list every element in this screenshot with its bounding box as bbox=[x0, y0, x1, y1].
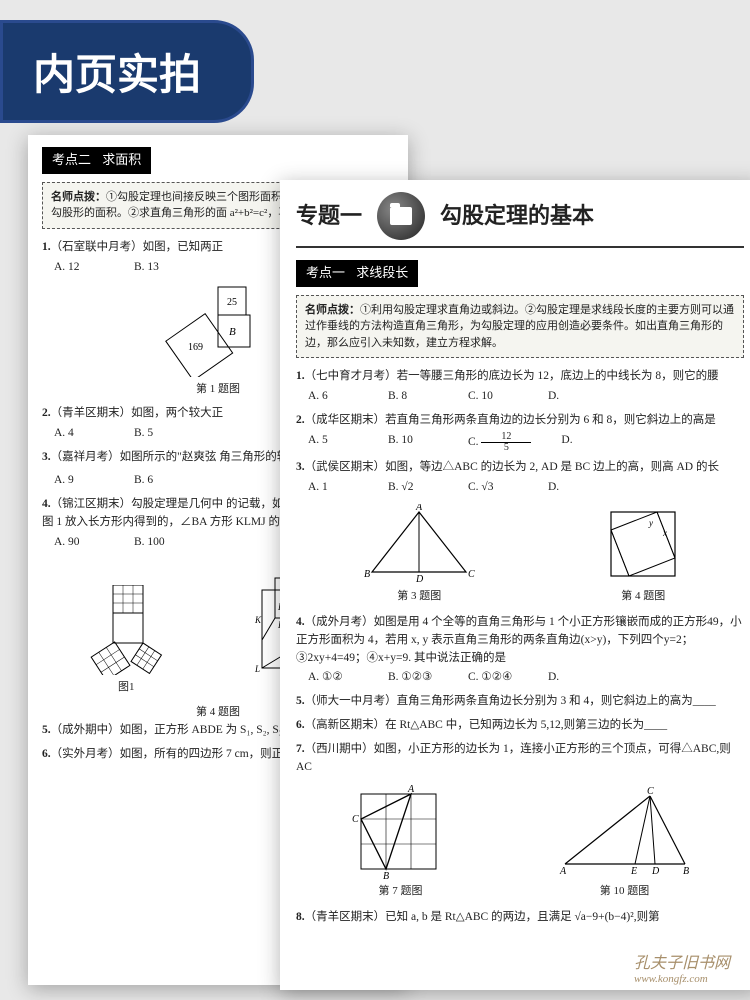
svg-text:C: C bbox=[647, 786, 654, 797]
svg-text:D: D bbox=[651, 866, 660, 877]
svg-text:L: L bbox=[254, 664, 260, 674]
svg-text:A: A bbox=[407, 784, 415, 795]
tip-text: ①利用勾股定理求直角边或斜边。②勾股定理是求线段长度的主要方则可以通过作垂线的方… bbox=[305, 304, 734, 349]
section-title: 求线段长 bbox=[356, 265, 408, 280]
label-169: 169 bbox=[188, 342, 203, 353]
svg-text:A: A bbox=[415, 504, 423, 513]
label-B: B bbox=[229, 326, 236, 338]
chapter-header: 专题一 勾股定理的基本 bbox=[296, 192, 744, 248]
question-item: 4.（成外月考）如图是用 4 个全等的直角三角形与 1 个小正方形镶嵌而成的正方… bbox=[296, 614, 744, 687]
section-title: 求面积 bbox=[102, 152, 141, 167]
question-item: 8.（青羊区期末）已知 a, b 是 Rt△ABC 的两边，且满足 √a−9+(… bbox=[296, 909, 744, 927]
svg-text:A: A bbox=[559, 866, 567, 877]
section-num: 考点一 bbox=[306, 265, 345, 280]
svg-text:x: x bbox=[662, 528, 667, 538]
folder-icon bbox=[377, 192, 425, 240]
figure-7: A C B 第 7 题图 bbox=[346, 784, 456, 901]
figure-10: C A E D B 第 10 题图 bbox=[555, 784, 695, 901]
watermark: 孔夫子旧书网 www.kongfz.com bbox=[634, 949, 730, 985]
banner: 内页实拍 bbox=[0, 20, 254, 123]
svg-text:K: K bbox=[254, 615, 262, 625]
figure-row-34: A B D C 第 3 题图 y x 第 4 题图 bbox=[296, 504, 744, 606]
chapter-title: 勾股定理的基本 bbox=[440, 198, 594, 233]
chapter-num: 专题一 bbox=[296, 198, 362, 233]
svg-text:B: B bbox=[683, 866, 689, 877]
section-bar-back: 考点二 求面积 bbox=[42, 147, 151, 174]
svg-text:y: y bbox=[648, 518, 653, 528]
question-item: 1.（七中育才月考）若一等腰三角形的底边长为 12，底边上的中线长为 8，则它的… bbox=[296, 368, 744, 406]
question-item: 2.（成华区期末）若直角三角形两条直角边的边长分别为 6 和 8，则它斜边上的高… bbox=[296, 412, 744, 453]
figure-img1: 图1 bbox=[81, 585, 171, 697]
svg-text:B: B bbox=[364, 569, 370, 580]
section-num: 考点二 bbox=[52, 152, 91, 167]
label-25: 25 bbox=[227, 297, 237, 308]
question-item: 3.（武侯区期末）如图，等边△ABC 的边长为 2, AD 是 BC 边上的高，… bbox=[296, 459, 744, 497]
page-front: 专题一 勾股定理的基本 考点一 求线段长 名师点拨：①利用勾股定理求直角边或斜边… bbox=[280, 180, 750, 990]
tip-label: 名师点拨： bbox=[51, 191, 106, 203]
figure-4: y x 第 4 题图 bbox=[601, 504, 686, 606]
svg-text:C: C bbox=[468, 569, 475, 580]
question-item: 6.（高新区期末）在 Rt△ABC 中，已知两边长为 5,12,则第三边的长为_… bbox=[296, 717, 744, 735]
tip-box-front: 名师点拨：①利用勾股定理求直角边或斜边。②勾股定理是求线段长度的主要方则可以通过… bbox=[296, 295, 744, 359]
tip-label: 名师点拨： bbox=[305, 304, 360, 316]
section-bar-front: 考点一 求线段长 bbox=[296, 260, 418, 287]
figure-3: A B D C 第 3 题图 bbox=[354, 504, 484, 606]
figure-row-710: A C B 第 7 题图 C A E D B 第 10 题图 bbox=[296, 784, 744, 901]
question-item: 5.（师大一中月考）直角三角形两条直角边长分别为 3 和 4，则它斜边上的高为_… bbox=[296, 693, 744, 711]
svg-text:D: D bbox=[415, 574, 424, 584]
svg-text:B: B bbox=[383, 871, 389, 879]
svg-text:C: C bbox=[352, 814, 359, 825]
svg-text:E: E bbox=[630, 866, 637, 877]
question-item: 7.（西川期中）如图，小正方形的边长为 1，连接小正方形的三个顶点，可得△ABC… bbox=[296, 741, 744, 777]
